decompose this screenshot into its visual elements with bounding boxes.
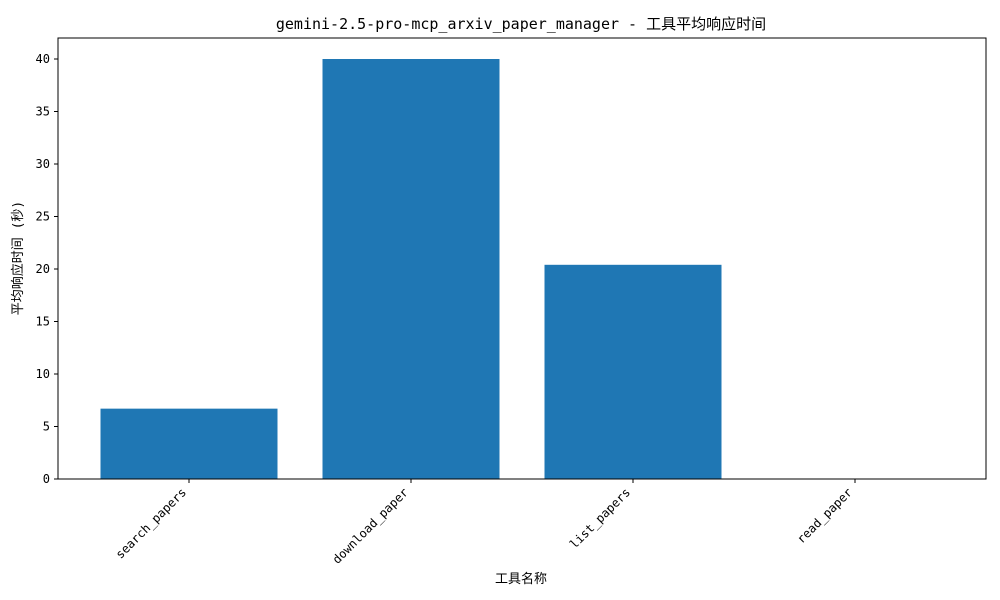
y-axis-label: 平均响应时间 (秒)	[10, 201, 26, 315]
y-tick-label: 0	[43, 472, 50, 486]
x-tick-label: search_papers	[113, 485, 189, 561]
y-tick-label: 10	[36, 367, 50, 381]
bars-group	[100, 59, 722, 479]
y-tick-label: 20	[36, 262, 50, 276]
x-tick-label: list_papers	[567, 485, 633, 551]
bar-search-papers	[100, 408, 278, 479]
bar-download-paper	[322, 59, 500, 479]
y-tick-label: 15	[36, 315, 50, 329]
x-tick-label: download_paper	[330, 485, 411, 566]
x-axis: search_papers download_paper list_papers re…	[113, 479, 856, 567]
y-tick-label: 35	[36, 105, 50, 119]
y-tick-label: 25	[36, 210, 50, 224]
y-tick-label: 40	[36, 52, 50, 66]
y-tick-label: 30	[36, 157, 50, 171]
plot-frame	[57, 37, 987, 480]
bar-list-papers	[544, 264, 722, 479]
y-axis: 0 5 10 15 20 25 30 35 40	[36, 52, 58, 486]
x-tick-label: read_paper	[794, 485, 855, 546]
chart-title: gemini-2.5-pro-mcp_arxiv_paper_manager -…	[276, 15, 766, 33]
x-axis-label: 工具名称	[495, 571, 547, 587]
y-tick-label: 5	[43, 420, 50, 434]
